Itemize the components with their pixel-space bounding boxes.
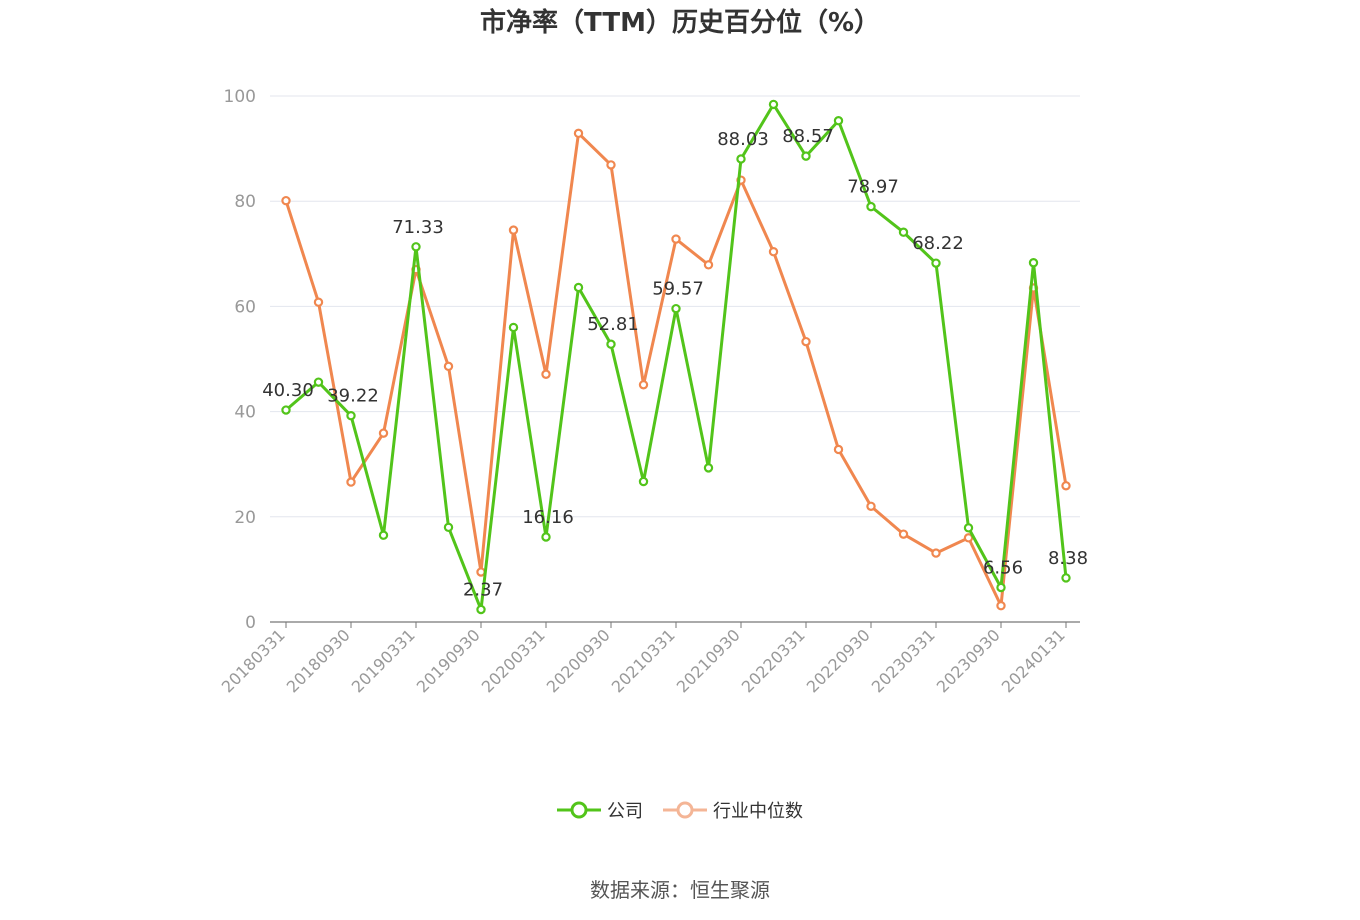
- x-tick-label: 20220331: [738, 625, 809, 696]
- x-tick-label: 20230331: [868, 625, 939, 696]
- industry-data-point: [898, 529, 909, 539]
- company-data-point: [736, 154, 746, 164]
- industry-data-point: [768, 246, 779, 257]
- data-source-note: 数据来源：恒生聚源: [590, 878, 770, 902]
- industry-data-point: [476, 567, 486, 577]
- x-tick-label: 20180331: [218, 625, 289, 696]
- company-series-line: [285, 102, 1068, 612]
- industry-data-point: [443, 361, 454, 372]
- company-data-point: [573, 282, 584, 293]
- company-data-point: [476, 604, 486, 615]
- industry-data-point: [801, 336, 811, 347]
- company-data-point: [963, 523, 974, 533]
- company-data-point: [541, 532, 551, 542]
- legend-item-company[interactable]: 公司: [557, 797, 643, 823]
- company-data-point: [833, 116, 844, 126]
- y-tick-label: 20: [234, 508, 256, 528]
- company-data-point: [346, 411, 356, 421]
- company-data-label: 6.56: [983, 557, 1023, 578]
- company-data-label: 39.22: [327, 386, 379, 407]
- x-tick-label: 20210930: [673, 625, 744, 696]
- y-tick-label: 0: [245, 613, 256, 633]
- x-tick-label: 20210331: [608, 625, 679, 696]
- company-data-label: 40.30: [262, 380, 314, 401]
- legend-item-industry[interactable]: 行业中位数: [663, 797, 803, 823]
- company-data-label: 16.16: [522, 507, 574, 528]
- legend-label: 行业中位数: [713, 801, 803, 822]
- industry-data-point: [833, 444, 844, 455]
- industry-data-point: [996, 600, 1006, 611]
- company-data-point: [898, 227, 909, 237]
- company-data-point: [313, 377, 324, 387]
- legend: 公司 行业中位数: [0, 797, 1360, 823]
- company-data-point: [671, 303, 681, 314]
- company-data-point: [996, 582, 1006, 593]
- industry-data-point: [378, 428, 389, 438]
- y-tick-label: 60: [234, 297, 256, 317]
- company-data-label: 2.37: [463, 580, 503, 601]
- company-data-point: [508, 322, 519, 333]
- industry-data-point: [508, 225, 519, 235]
- y-tick-label: 40: [234, 403, 256, 423]
- circle-line-icon: [557, 801, 601, 819]
- company-data-point: [703, 463, 714, 473]
- y-tick-label: 80: [234, 192, 256, 212]
- company-data-label: 8.38: [1048, 548, 1088, 569]
- company-data-point: [638, 476, 649, 487]
- company-data-label: 88.57: [782, 126, 834, 147]
- x-tick-label: 20200331: [478, 625, 549, 696]
- company-data-point: [411, 242, 421, 252]
- x-tick-label: 20180930: [283, 625, 354, 696]
- x-tick-label: 20220930: [803, 625, 874, 696]
- industry-data-point: [606, 160, 616, 170]
- company-data-point: [1061, 573, 1071, 583]
- company-data-label: 59.57: [652, 279, 704, 300]
- company-data-label: 68.22: [912, 233, 964, 254]
- company-data-point: [931, 258, 941, 268]
- company-data-point: [606, 339, 616, 349]
- x-tick-label: 20190930: [413, 625, 484, 696]
- chart-title: 市净率（TTM）历史百分位（%）: [480, 8, 880, 38]
- industry-data-point: [1061, 481, 1071, 491]
- industry-data-point: [313, 297, 324, 307]
- x-tick-label: 20200930: [543, 625, 614, 696]
- industry-data-point: [573, 128, 584, 139]
- company-data-point: [1028, 258, 1039, 268]
- industry-data-point: [671, 234, 681, 244]
- legend-label: 公司: [607, 801, 643, 822]
- company-data-point: [378, 530, 389, 540]
- x-tick-label: 20240131: [998, 625, 1069, 696]
- industry-data-point: [541, 369, 551, 379]
- x-tick-label: 20230930: [933, 625, 1004, 696]
- industry-data-point: [866, 501, 876, 511]
- company-data-point: [768, 99, 779, 110]
- company-data-point: [801, 151, 811, 161]
- circle-line-icon: [663, 801, 707, 819]
- industry-data-point: [703, 260, 714, 270]
- industry-data-point: [931, 548, 941, 558]
- company-data-point: [443, 522, 454, 533]
- x-tick-label: 20190331: [348, 625, 419, 696]
- company-data-label: 78.97: [847, 177, 899, 198]
- company-data-label: 88.03: [717, 129, 769, 150]
- industry-data-point: [963, 533, 974, 543]
- company-data-label: 52.81: [587, 314, 639, 335]
- y-tick-label: 100: [224, 87, 256, 107]
- company-data-point: [866, 201, 876, 212]
- industry-data-point: [281, 195, 291, 206]
- company-data-label: 71.33: [392, 217, 444, 238]
- company-data-point: [281, 405, 291, 415]
- industry-data-point: [346, 477, 356, 487]
- industry-data-point: [638, 380, 649, 390]
